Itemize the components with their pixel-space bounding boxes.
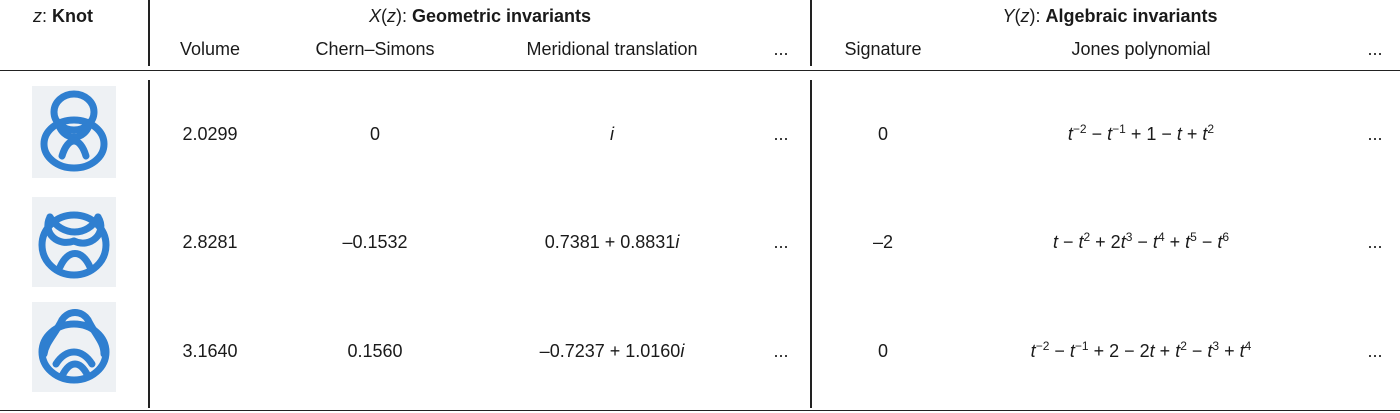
row2-signature: –2 xyxy=(872,232,894,252)
row3-jones: t−2 − t−1 + 2 − 2t + t2 − t3 + t4 xyxy=(1030,339,1252,361)
row3-signature: 0 xyxy=(877,341,889,361)
row3-meridional: –0.7237 + 1.0160i xyxy=(539,341,685,361)
col-meridional-header: Meridional translation xyxy=(526,39,698,59)
knot-title: Knot xyxy=(52,6,93,26)
row2-volume: 2.8281 xyxy=(182,232,238,252)
row1-meridional: i xyxy=(610,124,614,144)
col-geo-more-header: ... xyxy=(773,39,789,59)
row1-signature: 0 xyxy=(877,124,889,144)
divider-groups-header xyxy=(810,0,812,66)
row1-alg-more: ... xyxy=(1367,124,1383,144)
algebraic-group-header: Y(z): Algebraic invariants xyxy=(1002,6,1218,26)
row1-volume: 2.0299 xyxy=(182,124,238,144)
bottom-rule xyxy=(0,410,1400,411)
row2-alg-more: ... xyxy=(1367,232,1383,252)
row2-geo-more: ... xyxy=(773,232,789,252)
divider-knot-body xyxy=(148,80,150,408)
col-signature-header: Signature xyxy=(844,39,922,59)
row3-volume: 3.1640 xyxy=(182,341,238,361)
header-rule xyxy=(0,70,1400,71)
col-jones-header: Jones polynomial xyxy=(1071,39,1211,59)
knot-image-5-2 xyxy=(32,197,116,287)
knot-var: z xyxy=(33,6,42,26)
geometric-group-header: X(z): Geometric invariants xyxy=(368,6,592,26)
row1-chern-simons: 0 xyxy=(369,124,381,144)
row2-jones: t − t2 + 2t3 − t4 + t5 − t6 xyxy=(1052,230,1230,252)
knot-image-6-1 xyxy=(32,302,116,392)
row1-geo-more: ... xyxy=(773,124,789,144)
divider-groups-body xyxy=(810,80,812,408)
row2-chern-simons: –0.1532 xyxy=(342,232,408,252)
row3-chern-simons: 0.1560 xyxy=(347,341,403,361)
row3-alg-more: ... xyxy=(1367,341,1383,361)
row2-meridional: 0.7381 + 0.8831i xyxy=(544,232,680,252)
col-alg-more-header: ... xyxy=(1367,39,1383,59)
row1-jones: t−2 − t−1 + 1 − t + t2 xyxy=(1067,122,1215,144)
col-chern-simons-header: Chern–Simons xyxy=(315,39,435,59)
knot-column-header: z: Knot xyxy=(33,6,93,26)
row3-geo-more: ... xyxy=(773,341,789,361)
knot-image-4-1 xyxy=(32,86,116,178)
col-volume-header: Volume xyxy=(179,39,241,59)
divider-knot-header xyxy=(148,0,150,66)
